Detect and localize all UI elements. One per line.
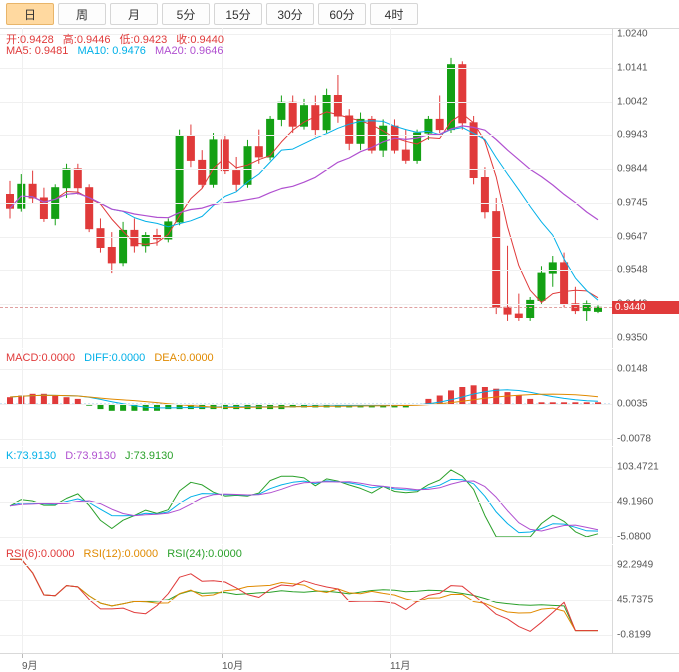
legend-k: K:73.9130	[6, 450, 57, 462]
gridline	[0, 169, 612, 171]
axis-tick: 1.0240	[617, 28, 648, 40]
legend-dea: DEA:0.0000	[154, 352, 214, 364]
last-price-line	[0, 307, 612, 309]
gridline	[0, 67, 612, 69]
gridline-vertical	[22, 545, 23, 654]
gridline	[0, 439, 612, 440]
legend-high: 高:0.9446	[62, 34, 111, 46]
price-legend-ma: MA5: 0.9481 MA10: 0.9476 MA20: 0.9646	[6, 45, 230, 57]
tab-day[interactable]: 日	[6, 3, 54, 25]
gridline-vertical	[390, 349, 391, 446]
tab-30min[interactable]: 30分	[266, 3, 314, 25]
legend-d: D:73.9130	[65, 450, 116, 462]
gridline	[0, 135, 612, 137]
gridline-vertical	[390, 447, 391, 544]
legend-rsi24: RSI(24):0.0000	[167, 548, 242, 560]
kdj-y-axis: 103.4721 49.1960 -5.0800	[612, 447, 679, 544]
legend-macd: MACD:0.0000	[6, 352, 76, 364]
legend-ma5: MA5: 0.9481	[6, 45, 69, 57]
axis-tick: -0.0078	[617, 433, 651, 445]
x-label-sep: 9月	[22, 661, 38, 672]
legend-j: J:73.9130	[125, 450, 174, 462]
legend-rsi6: RSI(6):0.0000	[6, 548, 75, 560]
kdj-legend: K:73.9130 D:73.9130 J:73.9130	[6, 450, 179, 462]
axis-tick: 0.0148	[617, 363, 648, 375]
tab-4hour[interactable]: 4时	[370, 3, 418, 25]
axis-tick: 92.2949	[617, 559, 654, 571]
price-legend-ohlc: 开:0.9428 高:0.9446 低:0.9423 收:0.9440	[6, 31, 230, 47]
tab-15min[interactable]: 15分	[214, 3, 262, 25]
axis-tick: 103.4721	[617, 461, 659, 473]
rsi-plot-area[interactable]	[0, 545, 612, 654]
x-tick	[222, 654, 223, 658]
rsi-legend: RSI(6):0.0000 RSI(12):0.0000 RSI(24):0.0…	[6, 548, 248, 560]
tab-60min[interactable]: 60分	[318, 3, 366, 25]
rsi-y-axis: 92.2949 45.7375 -0.8199	[612, 545, 679, 654]
axis-tick: 0.9647	[617, 231, 648, 243]
gridline-vertical	[22, 349, 23, 446]
gridline-vertical	[22, 28, 23, 348]
gridline	[0, 537, 612, 538]
x-axis: 9月 10月 11月	[0, 653, 679, 672]
axis-tick: 0.9943	[617, 129, 648, 141]
macd-y-axis: 0.0148 0.0035 -0.0078	[612, 349, 679, 446]
gridline	[0, 369, 612, 370]
legend-open: 开:0.9428	[6, 34, 54, 46]
gridline-vertical	[390, 545, 391, 654]
gridline-vertical	[222, 28, 223, 348]
kdj-plot-area[interactable]	[0, 447, 612, 544]
gridline	[0, 34, 612, 35]
gridline	[0, 635, 612, 636]
x-tick	[390, 654, 391, 658]
gridline-vertical	[222, 349, 223, 446]
axis-tick: 1.0141	[617, 62, 648, 74]
axis-tick: 0.9350	[617, 332, 648, 344]
legend-rsi12: RSI(12):0.0000	[83, 548, 159, 560]
gridline	[0, 101, 612, 103]
gridline	[0, 404, 612, 405]
gridline	[0, 600, 612, 601]
macd-legend: MACD:0.0000 DIFF:0.0000 DEA:0.0000	[6, 352, 220, 364]
axis-tick: 0.9745	[617, 197, 648, 209]
legend-ma20: MA20: 0.9646	[155, 45, 224, 57]
gridline	[0, 338, 612, 339]
tab-5min[interactable]: 5分	[162, 3, 210, 25]
x-label-nov: 11月	[390, 661, 411, 672]
gridline	[0, 270, 612, 272]
price-plot-area[interactable]	[0, 28, 612, 348]
axis-tick: 0.0035	[617, 398, 648, 410]
gridline	[0, 203, 612, 205]
last-price-badge: 0.9440	[612, 300, 679, 314]
axis-tick: 49.1960	[617, 496, 654, 508]
gridline	[0, 304, 612, 306]
axis-tick: 0.9548	[617, 264, 648, 276]
gridline-vertical	[22, 447, 23, 544]
price-y-axis: 1.0240 1.0141 1.0042 0.9943 0.9844 0.9745 0.96…	[612, 28, 679, 348]
axis-tick: 45.7375	[617, 594, 654, 606]
axis-tick: -5.0800	[617, 531, 651, 543]
axis-tick: 0.9844	[617, 163, 648, 175]
gridline-vertical	[390, 28, 391, 348]
gridline-vertical	[222, 545, 223, 654]
gridline-vertical	[222, 447, 223, 544]
x-label-oct: 10月	[222, 661, 244, 672]
legend-low: 低:0.9423	[119, 34, 168, 46]
gridline	[0, 565, 612, 566]
macd-plot-area[interactable]	[0, 349, 612, 446]
gridline	[0, 236, 612, 238]
tab-month[interactable]: 月	[110, 3, 158, 25]
axis-tick: 1.0042	[617, 96, 648, 108]
legend-diff: DIFF:0.0000	[84, 352, 146, 364]
gridline	[0, 467, 612, 468]
timeframe-toolbar: 日 周 月 5分 15分 30分 60分 4时	[0, 0, 679, 29]
tab-week[interactable]: 周	[58, 3, 106, 25]
axis-tick: -0.8199	[617, 629, 651, 641]
x-tick	[22, 654, 23, 658]
legend-close: 收:0.9440	[176, 34, 224, 46]
gridline	[0, 502, 612, 503]
legend-ma10: MA10: 0.9476	[77, 45, 146, 57]
